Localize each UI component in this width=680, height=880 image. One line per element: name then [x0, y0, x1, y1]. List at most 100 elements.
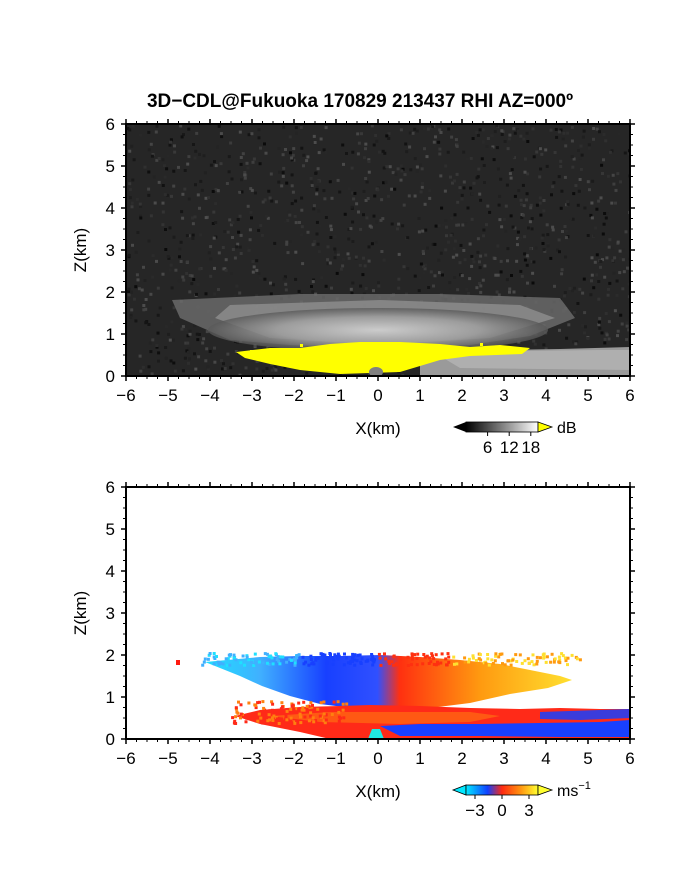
noise-speck	[134, 246, 138, 250]
x-tick-label: −2	[284, 749, 303, 768]
noise-speck	[316, 180, 320, 184]
noise-speck	[509, 176, 513, 180]
noise-speck	[231, 236, 234, 239]
noise-speck	[542, 209, 546, 213]
noise-speck	[208, 349, 212, 353]
noise-speck	[475, 286, 479, 290]
noise-speck	[518, 236, 522, 240]
noise-speck	[169, 263, 173, 267]
noise-speck	[199, 179, 203, 183]
noise-speck	[614, 190, 618, 194]
noise-speck	[516, 230, 520, 234]
noise-speck	[300, 196, 304, 200]
noise-speck	[296, 143, 300, 147]
colorbar-tick-label: 6	[483, 438, 492, 457]
noise-speck	[520, 216, 524, 220]
edge-speck	[332, 700, 336, 704]
noise-speck	[496, 273, 500, 277]
edge-speck	[244, 715, 248, 719]
edge-speck	[339, 716, 343, 720]
noise-speck	[234, 350, 238, 353]
noise-speck	[619, 313, 623, 317]
noise-speck	[588, 188, 591, 192]
noise-speck	[374, 134, 378, 137]
edge-speck	[497, 655, 501, 659]
edge-speck	[307, 719, 311, 723]
edge-speck	[226, 657, 230, 661]
edge-speck	[541, 653, 545, 657]
edge-speck	[302, 700, 306, 704]
edge-speck	[501, 662, 504, 666]
noise-speck	[293, 214, 297, 218]
noise-speck	[164, 325, 168, 329]
noise-speck	[458, 186, 462, 190]
noise-speck	[439, 251, 443, 255]
noise-speck	[247, 248, 251, 252]
noise-speck	[545, 164, 549, 168]
noise-speck	[204, 292, 208, 296]
noise-speck	[572, 192, 576, 196]
edge-speck	[447, 660, 451, 664]
edge-speck	[336, 656, 339, 660]
noise-speck	[431, 125, 435, 129]
noise-speck	[478, 128, 482, 132]
edge-speck	[206, 657, 210, 661]
noise-speck	[149, 292, 153, 296]
edge-speck	[253, 712, 257, 716]
edge-speck	[432, 662, 436, 666]
noise-speck	[593, 260, 597, 264]
noise-speck	[354, 255, 358, 259]
edge-speck	[570, 653, 574, 657]
noise-speck	[302, 153, 306, 157]
noise-speck	[345, 152, 348, 155]
noise-speck	[257, 228, 261, 232]
noise-speck	[288, 213, 292, 217]
noise-speck	[213, 266, 216, 270]
reflectivity-field	[172, 294, 630, 376]
noise-speck	[251, 270, 255, 274]
noise-speck	[523, 170, 527, 174]
noise-speck	[498, 218, 502, 222]
edge-speck	[270, 716, 274, 720]
noise-speck	[583, 206, 587, 210]
noise-speck	[538, 147, 542, 151]
noise-speck	[453, 179, 456, 183]
noise-speck	[207, 251, 211, 255]
noise-speck	[251, 160, 255, 164]
x-tick-label: 0	[373, 749, 382, 768]
noise-speck	[294, 221, 298, 225]
noise-speck	[309, 176, 313, 180]
edge-speck	[215, 655, 218, 658]
noise-speck	[450, 135, 454, 139]
noise-speck	[488, 210, 492, 214]
noise-speck	[603, 337, 607, 341]
noise-speck	[604, 139, 608, 143]
edge-speck	[446, 652, 450, 656]
edge-speck	[560, 652, 564, 656]
edge-speck	[216, 660, 220, 664]
noise-speck	[422, 271, 426, 275]
noise-speck	[516, 129, 520, 133]
edge-speck	[307, 704, 311, 708]
noise-speck	[149, 142, 153, 146]
noise-speck	[470, 192, 474, 196]
noise-speck	[363, 156, 366, 160]
noise-speck	[221, 159, 225, 163]
y-tick-label: 3	[106, 604, 115, 623]
noise-speck	[213, 360, 217, 364]
noise-speck	[301, 262, 305, 266]
noise-speck	[212, 210, 216, 214]
noise-speck	[233, 256, 237, 260]
noise-speck	[194, 183, 197, 187]
noise-speck	[211, 190, 215, 193]
noise-speck	[570, 155, 574, 159]
noise-speck	[274, 364, 278, 368]
noise-speck	[199, 233, 203, 237]
noise-speck	[496, 244, 500, 248]
edge-speck	[523, 659, 527, 663]
noise-speck	[181, 275, 185, 279]
noise-speck	[505, 183, 509, 187]
noise-speck	[557, 238, 561, 242]
edge-speck	[290, 704, 294, 708]
noise-speck	[506, 259, 509, 263]
